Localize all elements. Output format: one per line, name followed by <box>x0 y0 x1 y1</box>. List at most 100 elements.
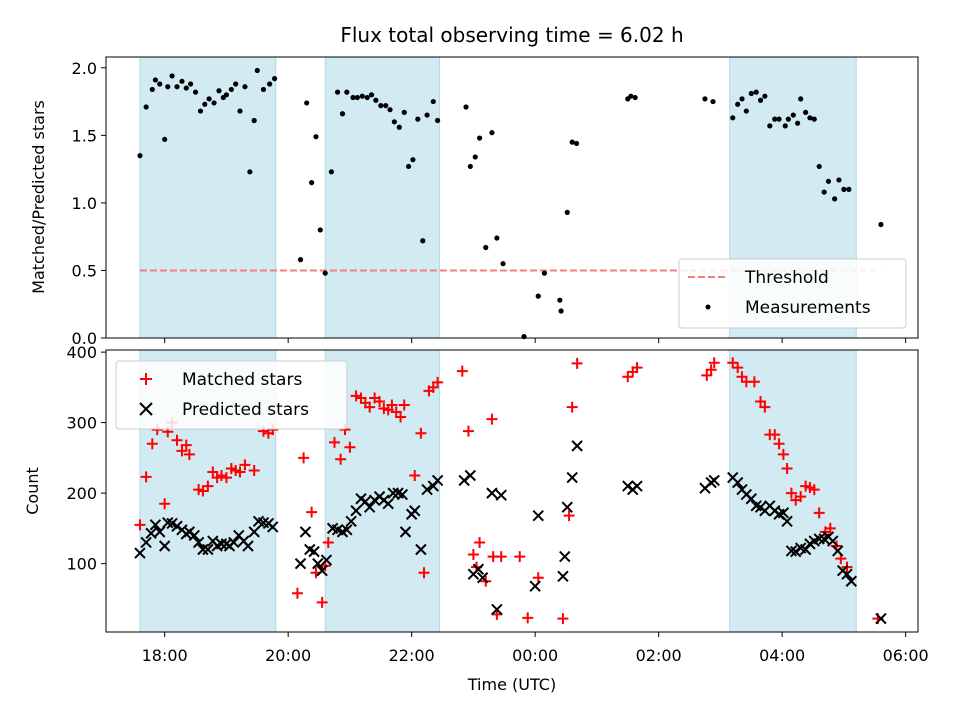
predicted-star-marker <box>409 505 421 517</box>
matched-star-marker <box>701 369 713 381</box>
x-axis-label: Time (UTC) <box>467 675 556 694</box>
matched-star-marker <box>781 462 793 474</box>
count-legend: Matched stars Predicted stars <box>115 360 348 430</box>
predicted-star-marker <box>267 521 279 533</box>
matched-star-marker <box>146 438 158 450</box>
matched-star-marker <box>134 519 146 531</box>
matched-star-marker <box>467 548 479 560</box>
predicted-star-marker <box>149 519 162 531</box>
measurement-point <box>816 163 822 170</box>
matched-star-marker <box>395 411 407 423</box>
predicted-star-marker <box>202 543 214 556</box>
measurement-point <box>143 104 149 110</box>
measurement-point <box>500 261 506 267</box>
measurement-point <box>558 308 564 314</box>
predicted-star-marker <box>299 526 312 538</box>
measurement-point <box>757 97 764 103</box>
matched-star-marker <box>415 427 427 439</box>
matched-star-marker <box>708 357 720 369</box>
matched-star-marker <box>364 401 376 413</box>
x-tick-label: 20:00 <box>265 646 311 665</box>
predicted-star-marker <box>777 507 790 519</box>
predicted-legend-label: Predicted stars <box>182 400 309 420</box>
predicted-star-marker <box>399 526 412 538</box>
measurement-point <box>832 196 838 202</box>
measurement-point <box>811 116 817 122</box>
predicted-star-marker <box>557 570 569 583</box>
measurement-point <box>846 186 852 192</box>
predicted-star-marker <box>745 493 757 505</box>
matched-star-marker <box>474 536 486 548</box>
x-tick-label: 02:00 <box>636 646 682 665</box>
y-tick-label: 2.0 <box>72 59 97 78</box>
observing-span <box>139 56 277 339</box>
measurement-point <box>322 270 328 276</box>
predicted-star-marker <box>491 603 503 616</box>
measurement-point <box>748 90 754 97</box>
predicted-star-marker <box>431 474 444 487</box>
measurement-point <box>785 116 791 122</box>
measurement-point <box>767 123 773 129</box>
predicted-star-marker <box>421 483 433 496</box>
matched-star-marker <box>197 485 209 497</box>
measurement-point <box>391 119 397 125</box>
y-tick-label: 300 <box>66 414 97 433</box>
measurement-point <box>237 108 243 114</box>
matched-star-marker <box>215 469 227 481</box>
predicted-star-marker <box>215 538 228 550</box>
measurement-point <box>165 84 171 90</box>
matched-star-marker <box>759 401 771 413</box>
ratio-y-axis-label: Matched/Predicted stars <box>29 100 48 294</box>
predicted-star-marker <box>134 547 146 559</box>
ratio-panel: 0.00.51.01.52.0 Matched/Predicted stars … <box>29 56 919 348</box>
measurement-point <box>297 257 304 263</box>
measurement-point <box>807 115 813 121</box>
measurement-point <box>202 101 208 107</box>
measurement-point <box>702 96 708 102</box>
matched-star-marker <box>202 480 214 492</box>
predicted-star-marker <box>731 476 744 489</box>
predicted-star-marker <box>832 545 844 557</box>
matched-star-marker <box>755 395 767 407</box>
predicted-star-marker <box>532 509 544 522</box>
matched-star-marker <box>398 399 410 411</box>
predicted-legend-swatch <box>139 402 153 416</box>
ratio-legend: Threshold Measurements <box>678 258 907 329</box>
y-tick-label: 400 <box>66 343 97 362</box>
predicted-star-marker <box>476 572 489 584</box>
matched-star-marker <box>705 364 717 376</box>
matched-star-marker <box>180 439 192 451</box>
matched-star-marker <box>748 376 760 388</box>
y-tick-label: 0.5 <box>72 261 97 280</box>
matched-star-marker <box>350 390 362 402</box>
measurement-point <box>489 130 495 136</box>
measurement-point <box>825 178 832 184</box>
measurement-point <box>878 221 884 228</box>
predicted-star-marker <box>145 527 157 540</box>
measurement-point <box>254 67 260 74</box>
predicted-star-marker <box>308 545 320 558</box>
predicted-star-marker <box>529 580 541 592</box>
matched-star-marker <box>563 510 575 522</box>
matched-star-marker <box>432 376 444 388</box>
matched-star-marker <box>522 612 534 624</box>
matched-star-marker <box>732 362 744 374</box>
measurement-point <box>541 270 548 276</box>
measurement-point <box>242 84 248 90</box>
measurement-point <box>794 120 801 126</box>
measurement-point <box>410 157 416 163</box>
matched-star-marker <box>239 459 251 471</box>
measurement-point <box>169 73 175 79</box>
measurement-point <box>569 139 575 145</box>
measurement-point <box>233 81 239 87</box>
measurement-point <box>387 107 393 113</box>
matched-star-marker <box>374 395 386 407</box>
matched-star-marker <box>727 357 739 369</box>
matched-star-marker <box>335 453 347 465</box>
measurement-point <box>476 135 483 141</box>
matched-star-marker <box>631 362 643 374</box>
y-tick-label: 1.5 <box>72 126 97 145</box>
measurement-point <box>211 100 217 106</box>
matched-star-marker <box>234 466 246 478</box>
